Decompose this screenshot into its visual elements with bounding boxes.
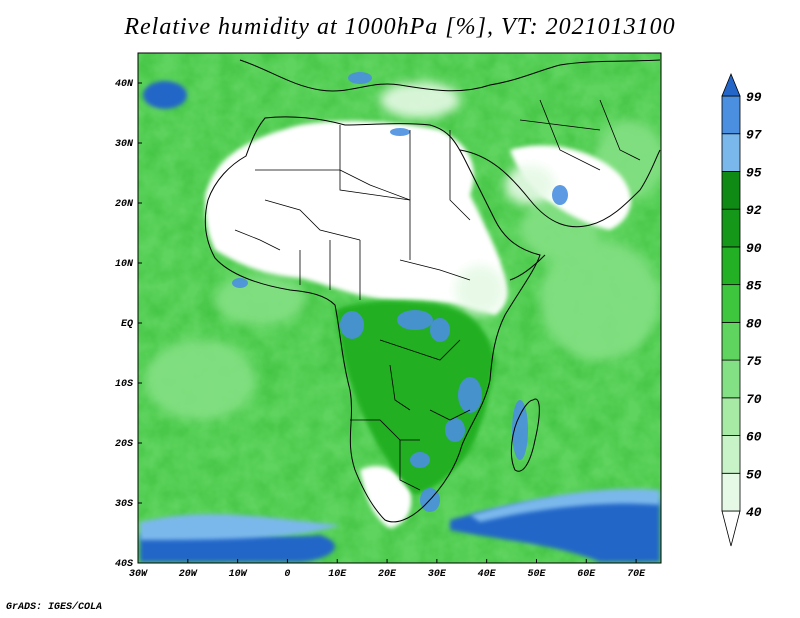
colorbar-box — [721, 95, 741, 135]
colorbar-box — [721, 359, 741, 399]
colorbar-label: 40 — [746, 505, 762, 520]
lat-tick-label: 20N — [115, 199, 134, 210]
lon-tick-label: 10W — [229, 569, 248, 580]
colorbar-box — [721, 284, 741, 323]
lat-tick-label: 10S — [115, 379, 133, 390]
colorbar-box — [721, 246, 741, 286]
colorbar-box — [721, 472, 741, 512]
colorbar-triangle-low — [721, 510, 741, 547]
lon-tick-label: 30W — [129, 569, 148, 580]
lon-tick-label: 20W — [179, 569, 198, 580]
lon-tick-label: 50E — [527, 569, 546, 580]
colorbar-label: 97 — [746, 128, 762, 143]
lon-tick-label: 70E — [627, 569, 646, 580]
lon-tick-label: 30E — [428, 569, 447, 580]
colorbar: 40 50 60 70 75 80 85 90 92 95 97 99 — [721, 72, 762, 547]
colorbar-box — [721, 321, 741, 361]
colorbar-label: 99 — [746, 90, 762, 105]
lat-tick-label: 40S — [115, 559, 133, 570]
lon-tick-label: 40E — [478, 569, 497, 580]
lat-tick-label: 30S — [115, 499, 133, 510]
lon-tick-label: 20E — [378, 569, 397, 580]
footer-credit: GrADS: IGES/COLA — [6, 602, 103, 613]
colorbar-box — [721, 435, 741, 474]
map-title: Relative humidity at 1000hPa [%], VT: 20… — [124, 14, 676, 40]
colorbar-label: 75 — [746, 354, 762, 369]
colorbar-label: 70 — [746, 392, 762, 407]
humidity-field — [138, 53, 661, 563]
lat-tick-label: EQ — [121, 319, 133, 330]
lat-tick-label: 10N — [115, 259, 134, 270]
colorbar-label: 80 — [746, 316, 762, 331]
colorbar-triangle-high — [721, 72, 741, 97]
lon-tick-label: 60E — [577, 569, 596, 580]
colorbar-label: 92 — [746, 203, 762, 218]
colorbar-box — [721, 397, 741, 436]
colorbar-label: 50 — [746, 467, 762, 482]
lon-tick-label: 10E — [328, 569, 347, 580]
lon-tick-label: 0 — [284, 569, 290, 580]
coastlines — [204, 59, 661, 523]
colorbar-box — [721, 171, 741, 210]
colorbar-box — [721, 133, 741, 172]
colorbar-label: 60 — [746, 430, 762, 445]
lat-tick-label: 40N — [115, 79, 134, 90]
axis-labels: 30W 20W 10W 0 10E 20E 30E 40E 50E 60E 70E 40S 30S 20S… — [115, 79, 646, 580]
colorbar-label: 85 — [746, 279, 762, 294]
country-borders — [234, 99, 641, 491]
colorbar-box — [721, 208, 741, 248]
lat-tick-label: 20S — [115, 439, 133, 450]
colorbar-label: 95 — [746, 165, 762, 180]
plot-frame — [137, 52, 662, 564]
lat-tick-label: 30N — [115, 139, 134, 150]
colorbar-label: 90 — [746, 241, 762, 256]
